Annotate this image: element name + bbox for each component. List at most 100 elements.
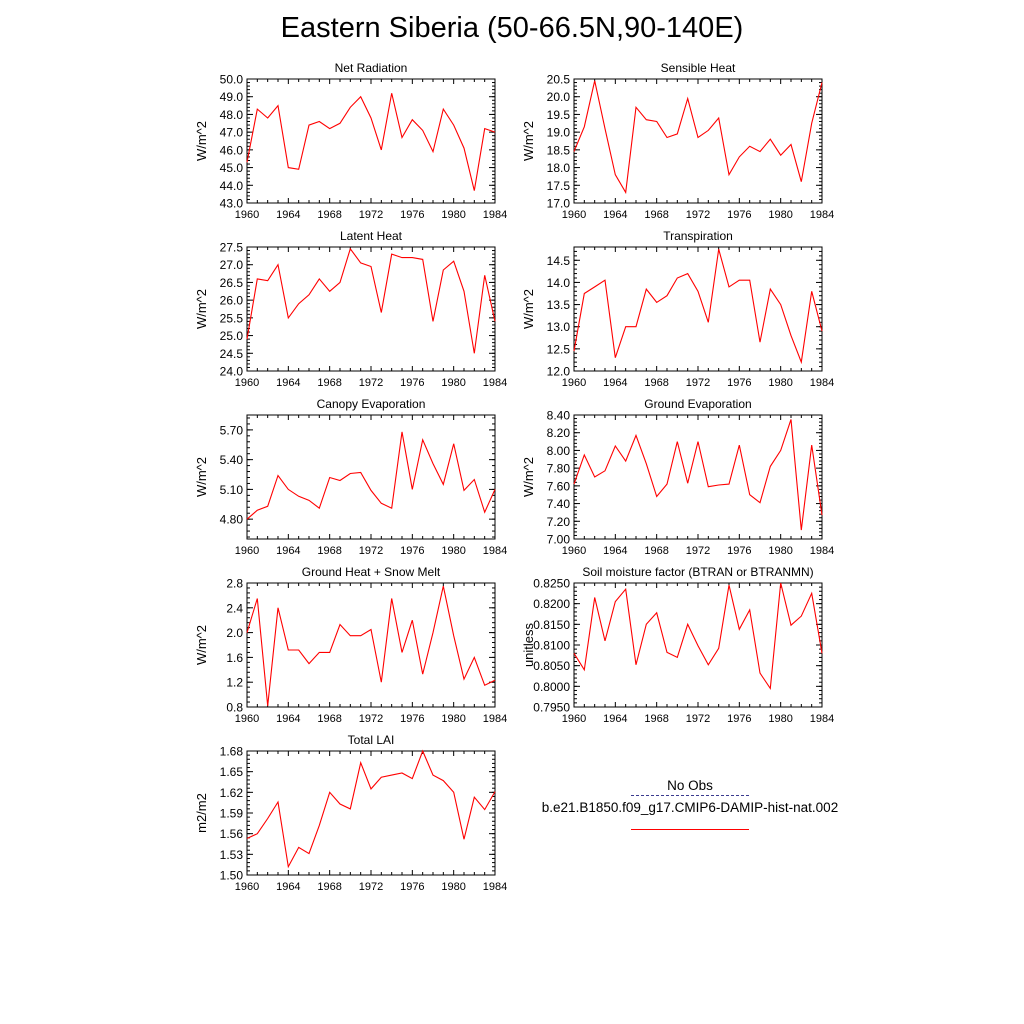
- y-tick-label: 0.8: [226, 701, 243, 715]
- panel-sensible-heat: 1960 1964 1968 1972 1976 1980 1984 17.0 17.5 18.0…: [521, 61, 834, 221]
- y-tick-label: 7.60: [547, 479, 571, 493]
- y-tick-label: 7.80: [547, 462, 571, 476]
- legend-model-label: b.e21.B1850.f09_g17.CMIP6-DAMIP-hist-nat…: [541, 800, 839, 815]
- panel-title: Latent Heat: [340, 229, 403, 243]
- x-tick-label: 1984: [810, 713, 834, 725]
- x-tick-label: 1972: [359, 377, 383, 389]
- x-tick-label: 1964: [276, 881, 300, 893]
- series-line: [573, 419, 823, 531]
- plot-frame: [573, 414, 823, 540]
- x-tick-label: 1960: [562, 377, 586, 389]
- x-tick-label: 1984: [810, 209, 834, 221]
- series-line: [246, 247, 496, 354]
- y-tick-label: 14.5: [547, 254, 571, 268]
- x-tick-label: 1972: [686, 713, 710, 725]
- series-line: [246, 431, 496, 520]
- x-tick-label: 1964: [276, 713, 300, 725]
- y-tick-label: 12.0: [547, 365, 571, 379]
- y-tick-label: 24.0: [220, 365, 244, 379]
- series-line: [246, 585, 496, 706]
- y-tick-label: 12.5: [547, 342, 571, 356]
- y-tick-label: 0.8150: [533, 618, 570, 632]
- x-tick-label: 1968: [317, 881, 341, 893]
- x-tick-label: 1968: [644, 545, 668, 557]
- y-tick-label: 0.8250: [533, 577, 570, 591]
- y-tick-label: 1.50: [220, 869, 244, 883]
- y-tick-label: 2.4: [226, 601, 243, 615]
- y-axis-label: W/m^2: [194, 625, 209, 665]
- x-tick-label: 1980: [441, 713, 465, 725]
- panel-total-lai: 1960 1964 1968 1972 1976 1980 1984 1.50 1.53 1.56…: [194, 733, 507, 893]
- x-tick-label: 1976: [400, 209, 424, 221]
- y-axis-label: m2/m2: [194, 793, 209, 833]
- x-tick-label: 1968: [644, 209, 668, 221]
- series-line: [573, 80, 823, 195]
- y-tick-label: 25.5: [220, 311, 244, 325]
- legend-model-line: [631, 829, 749, 830]
- legend-obs-line: [631, 795, 749, 796]
- x-tick-label: 1964: [603, 713, 627, 725]
- y-tick-label: 13.0: [547, 320, 571, 334]
- y-tick-label: 0.8050: [533, 659, 570, 673]
- x-tick-label: 1976: [400, 545, 424, 557]
- x-tick-label: 1984: [483, 209, 507, 221]
- x-tick-label: 1976: [400, 713, 424, 725]
- y-tick-label: 20.0: [547, 90, 571, 104]
- x-tick-label: 1980: [441, 881, 465, 893]
- y-tick-label: 47.0: [220, 126, 244, 140]
- x-tick-label: 1972: [359, 209, 383, 221]
- x-tick-label: 1980: [768, 377, 792, 389]
- x-tick-label: 1960: [562, 545, 586, 557]
- x-tick-label: 1972: [686, 209, 710, 221]
- y-tick-label: 0.8000: [533, 680, 570, 694]
- series-line: [573, 582, 823, 690]
- y-tick-label: 14.0: [547, 276, 571, 290]
- y-tick-label: 19.0: [547, 126, 571, 140]
- y-tick-label: 46.0: [220, 143, 244, 157]
- x-tick-label: 1960: [235, 209, 259, 221]
- y-tick-label: 5.40: [220, 453, 244, 467]
- y-tick-label: 8.20: [547, 426, 571, 440]
- x-tick-label: 1976: [400, 377, 424, 389]
- legend-obs-label: No Obs: [667, 778, 713, 793]
- x-tick-label: 1972: [359, 545, 383, 557]
- x-tick-label: 1980: [441, 377, 465, 389]
- panel-title: Soil moisture factor (BTRAN or BTRANMN): [582, 565, 813, 579]
- y-tick-label: 27.5: [220, 241, 244, 255]
- y-tick-label: 5.70: [220, 423, 244, 437]
- x-tick-label: 1964: [276, 545, 300, 557]
- x-tick-label: 1980: [768, 209, 792, 221]
- panel-net-radiation: 1960 1964 1968 1972 1976 1980 1984 43.0 44.0 45.0…: [194, 61, 507, 221]
- y-tick-label: 4.80: [220, 513, 244, 527]
- x-tick-label: 1980: [768, 545, 792, 557]
- y-tick-label: 13.5: [547, 298, 571, 312]
- panel-ground-heat-snow-melt: 1960 1964 1968 1972 1976 1980 1984 0.8 1.2 1.6 2.0…: [194, 565, 507, 725]
- panel-soil-moisture-factor-btran-or-btranmn: 1960 1964 1968 1972 1976 1980 1984 0.7950 0.8000…: [521, 565, 834, 725]
- x-tick-label: 1964: [603, 545, 627, 557]
- y-tick-label: 5.10: [220, 483, 244, 497]
- y-tick-label: 0.8200: [533, 597, 570, 611]
- x-tick-label: 1972: [686, 545, 710, 557]
- y-tick-label: 0.8100: [533, 639, 570, 653]
- x-tick-label: 1968: [644, 713, 668, 725]
- y-axis-label: W/m^2: [521, 457, 536, 497]
- panel-ground-evaporation: 1960 1964 1968 1972 1976 1980 1984 7.00 7.20 7.40…: [521, 397, 834, 557]
- y-axis-label: W/m^2: [194, 457, 209, 497]
- y-tick-label: 26.0: [220, 294, 244, 308]
- panel-title: Transpiration: [663, 229, 733, 243]
- panel-latent-heat: 1960 1964 1968 1972 1976 1980 1984 24.0 24.5 25.0…: [194, 229, 507, 389]
- x-tick-label: 1960: [235, 545, 259, 557]
- panel-canopy-evaporation: 1960 1964 1968 1972 1976 1980 1984 4.80 5.10 5.40…: [194, 397, 507, 557]
- panel-title: Canopy Evaporation: [317, 397, 426, 411]
- y-tick-label: 43.0: [220, 197, 244, 211]
- x-tick-label: 1968: [317, 545, 341, 557]
- y-tick-label: 7.40: [547, 497, 571, 511]
- y-axis-label: W/m^2: [194, 289, 209, 329]
- plot-frame: [573, 246, 823, 372]
- x-tick-label: 1960: [235, 377, 259, 389]
- plot-frame: [246, 414, 496, 540]
- y-tick-label: 49.0: [220, 90, 244, 104]
- y-tick-label: 24.5: [220, 347, 244, 361]
- y-tick-label: 1.53: [220, 848, 244, 862]
